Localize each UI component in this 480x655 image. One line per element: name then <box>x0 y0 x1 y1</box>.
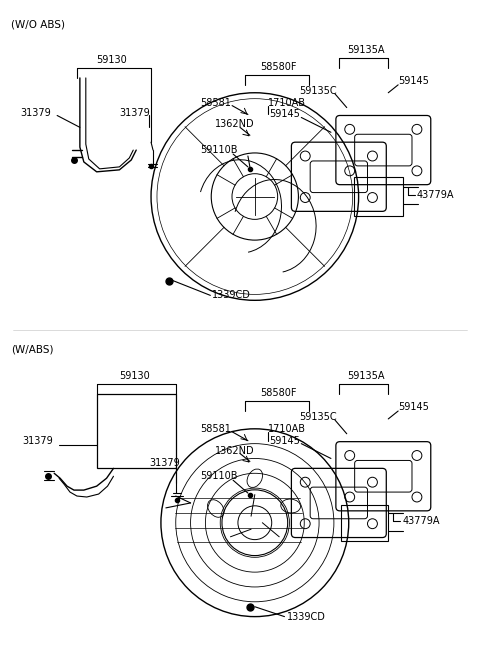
Text: 59145: 59145 <box>270 436 300 445</box>
Text: 59135A: 59135A <box>347 45 384 55</box>
Text: 1362ND: 1362ND <box>216 445 255 456</box>
Text: 59135C: 59135C <box>300 86 337 96</box>
Text: 31379: 31379 <box>149 458 180 468</box>
Bar <box>96 394 176 468</box>
Text: 59145: 59145 <box>270 109 300 119</box>
Bar <box>341 505 388 540</box>
Text: 1362ND: 1362ND <box>216 119 255 130</box>
Text: 1710AB: 1710AB <box>268 98 306 107</box>
Text: 59135A: 59135A <box>347 371 384 381</box>
Text: 1339CD: 1339CD <box>287 612 325 622</box>
Text: 43779A: 43779A <box>402 515 440 526</box>
Text: 31379: 31379 <box>23 436 53 445</box>
Text: 59110B: 59110B <box>201 145 238 155</box>
Text: 1710AB: 1710AB <box>268 424 306 434</box>
Text: 59135C: 59135C <box>300 412 337 422</box>
Text: 58580F: 58580F <box>260 388 296 398</box>
Text: 43779A: 43779A <box>417 189 455 200</box>
Text: 59110B: 59110B <box>201 471 238 481</box>
Bar <box>354 177 403 216</box>
Text: 31379: 31379 <box>120 107 150 117</box>
Text: (W/ABS): (W/ABS) <box>11 345 53 355</box>
Text: 59130: 59130 <box>96 55 127 65</box>
Text: 59145: 59145 <box>398 402 429 412</box>
Text: (W/O ABS): (W/O ABS) <box>11 20 65 29</box>
Text: 58581: 58581 <box>201 98 231 107</box>
Text: 1339CD: 1339CD <box>212 290 251 301</box>
Text: 31379: 31379 <box>21 107 51 117</box>
Text: 58580F: 58580F <box>260 62 296 72</box>
Text: 59145: 59145 <box>398 76 429 86</box>
Text: 59130: 59130 <box>120 371 150 381</box>
Text: 58581: 58581 <box>201 424 231 434</box>
